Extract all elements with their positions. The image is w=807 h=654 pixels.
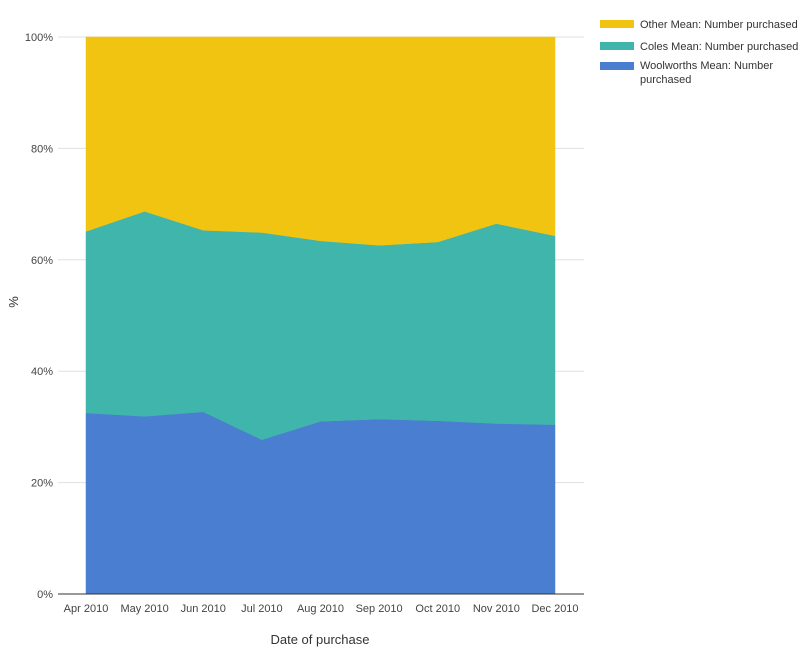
y-tick-label: 40% <box>31 366 53 378</box>
x-tick-labels: Apr 2010 May 2010 Jun 2010 Jul 2010 Aug 2010… <box>64 603 579 615</box>
legend-swatch <box>600 42 634 50</box>
legend-swatch <box>600 20 634 28</box>
area-series-other <box>85 36 556 246</box>
legend-item-other: Other Mean: Number purchased <box>600 19 798 31</box>
legend-label: Other Mean: Number purchased <box>640 19 798 31</box>
area-series-coles <box>85 211 556 440</box>
x-tick-label: Sep 2010 <box>356 603 403 615</box>
legend: Other Mean: Number purchased Coles Mean: … <box>600 19 798 86</box>
legend-swatch <box>600 62 634 70</box>
legend-label: Coles Mean: Number purchased <box>640 41 798 53</box>
y-tick-label: 60% <box>31 255 53 267</box>
x-tick-label: Jun 2010 <box>181 603 226 615</box>
x-tick-label: Jul 2010 <box>241 603 283 615</box>
y-tick-labels: 0% 20% 40% 60% 80% 100% <box>25 32 53 601</box>
x-tick-label: Dec 2010 <box>531 603 578 615</box>
x-tick-label: Apr 2010 <box>64 603 109 615</box>
legend-item-woolworths: Woolworths Mean: Number purchased <box>600 60 773 86</box>
x-axis-title: Date of purchase <box>270 632 369 647</box>
y-tick-label: 80% <box>31 143 53 155</box>
y-axis-title: % <box>6 296 21 308</box>
legend-label: Woolworths Mean: Number purchased <box>640 60 773 86</box>
x-tick-label: Oct 2010 <box>415 603 460 615</box>
legend-item-coles: Coles Mean: Number purchased <box>600 41 798 53</box>
x-tick-label: Aug 2010 <box>297 603 344 615</box>
x-tick-label: Nov 2010 <box>473 603 520 615</box>
y-tick-label: 0% <box>37 589 53 601</box>
x-tick-label: May 2010 <box>120 603 168 615</box>
y-tick-label: 20% <box>31 478 53 490</box>
area-series-woolworths <box>85 411 556 595</box>
area-series <box>85 36 556 595</box>
y-tick-label: 100% <box>25 32 53 44</box>
